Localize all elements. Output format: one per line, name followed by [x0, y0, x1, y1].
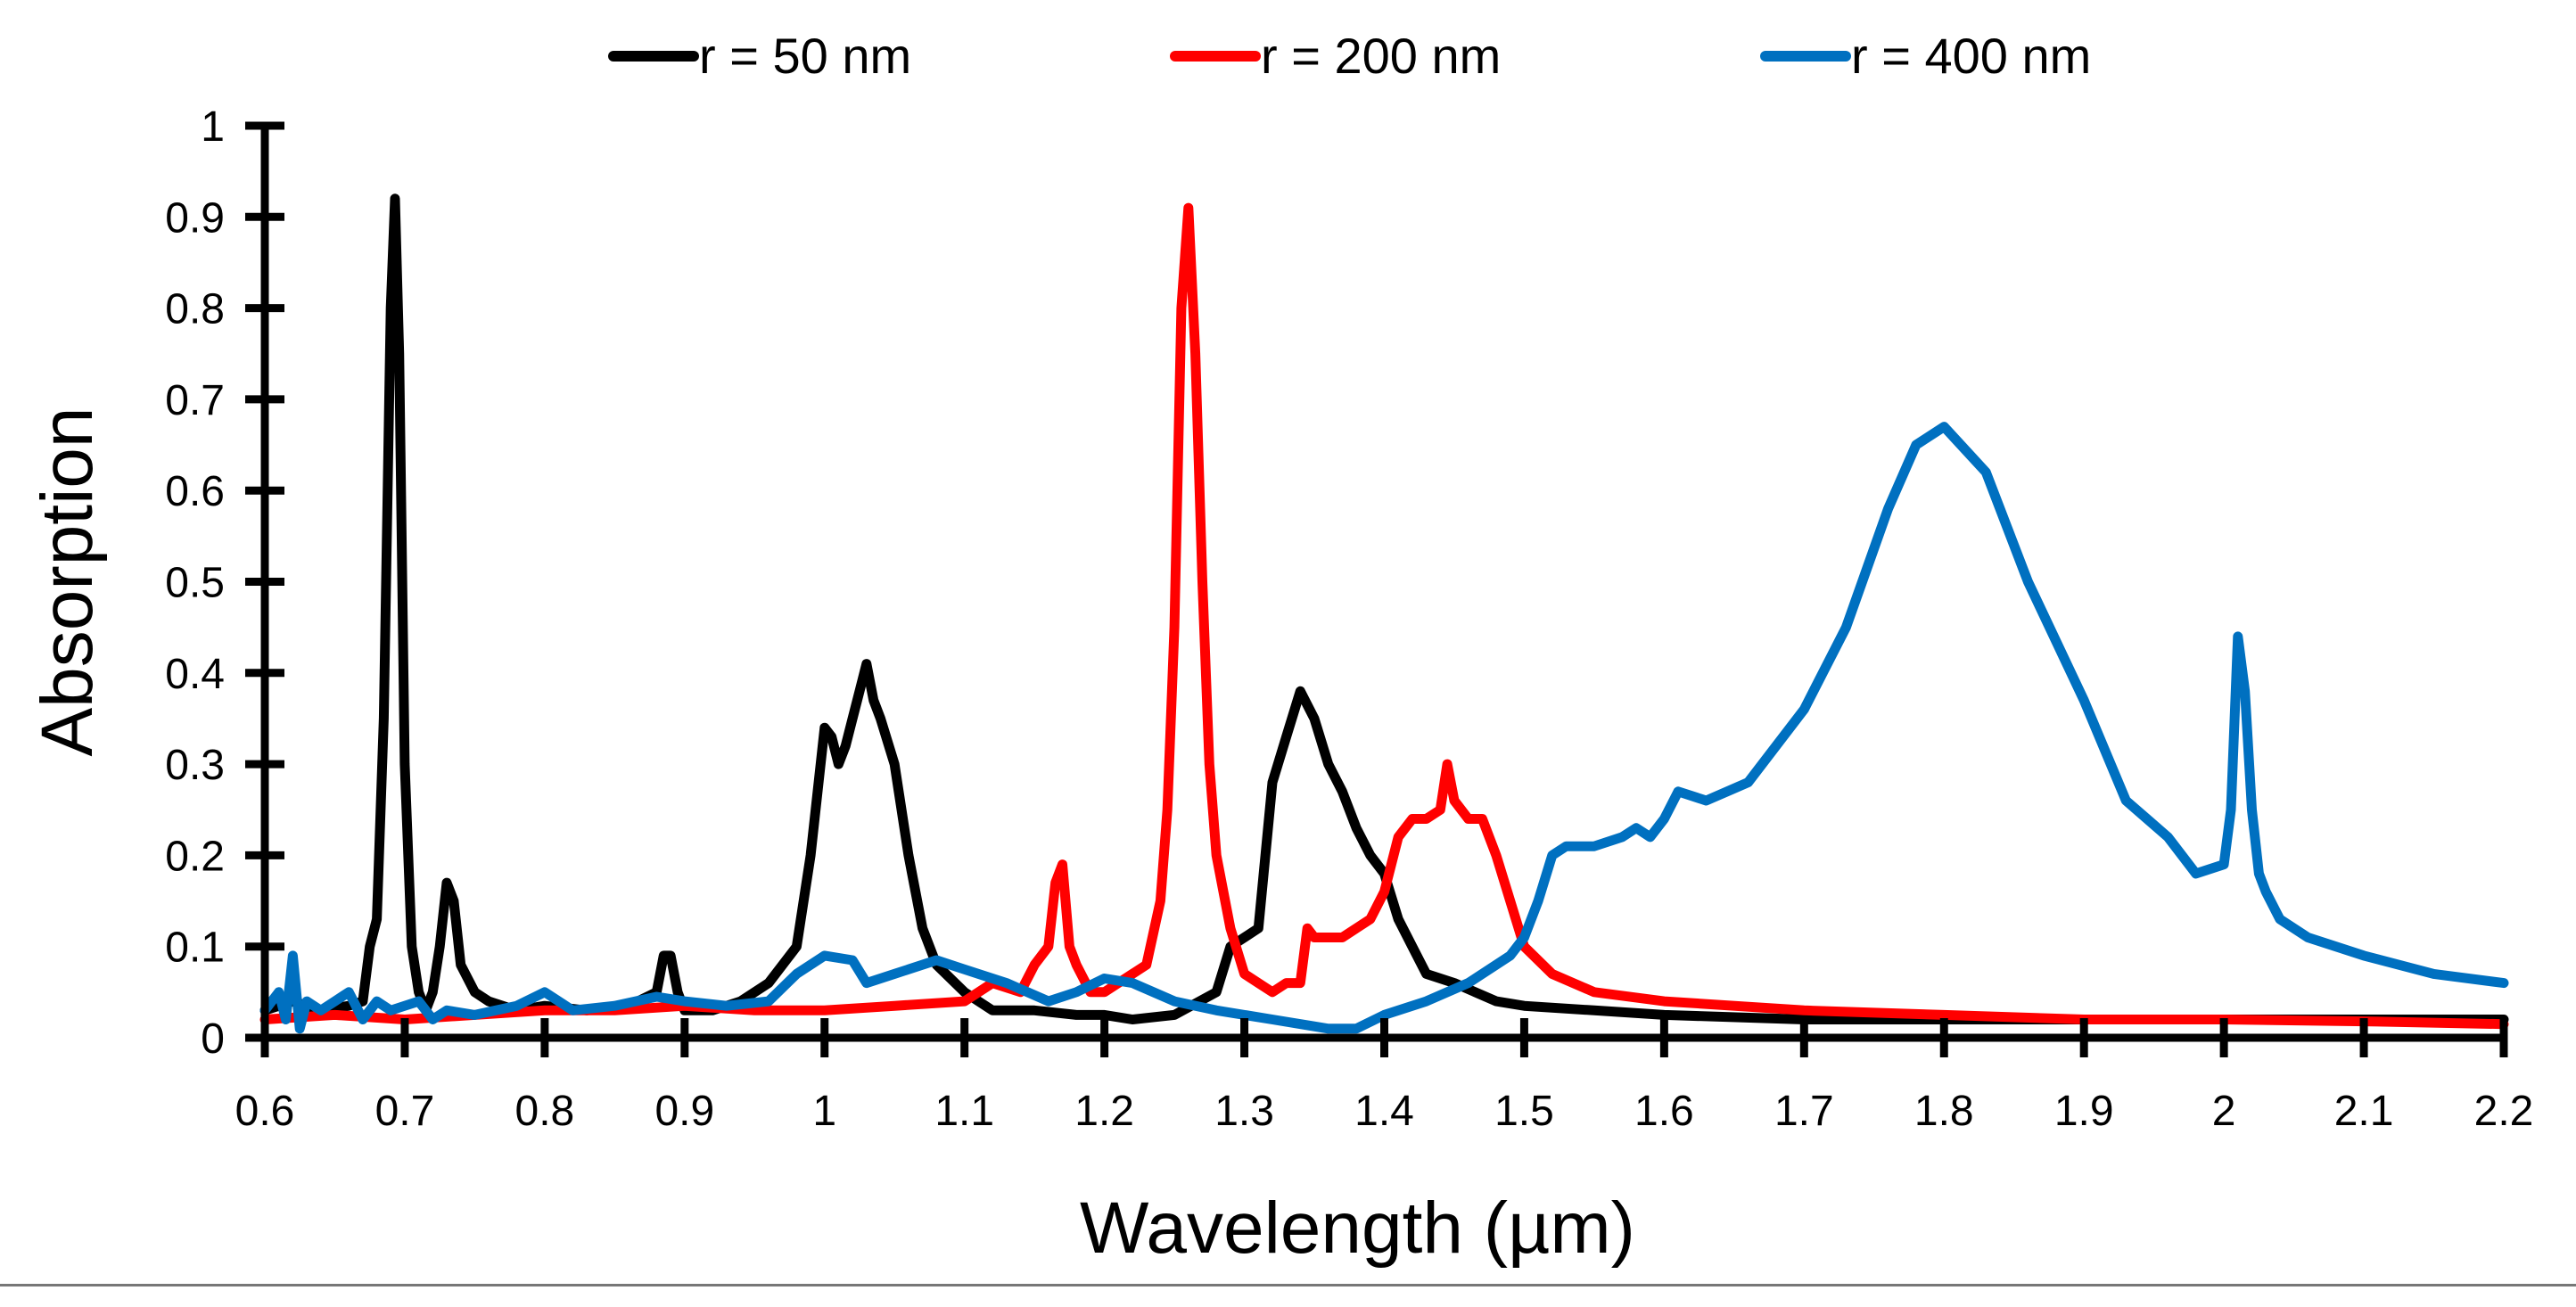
- y-axis-title: Absorption: [27, 407, 108, 756]
- x-axis-title: Wavelength (µm): [1080, 1188, 1635, 1269]
- x-ticks: 0.6 0.7 0.8 0.9 1 1.1 1.2 1.3 1.4 1.5 1.6 1.7 1.8 1.9…: [235, 1018, 2534, 1135]
- series-line-3: [259, 422, 2509, 1034]
- y-tick-label: 0.6: [165, 468, 225, 515]
- y-ticks: 0 0.1 0.2 0.3 0.4 0.5 0.6 0.7 0.8 0.9 1: [165, 103, 284, 1063]
- y-tick-label: 0.4: [165, 651, 225, 698]
- y-tick-label: 0.3: [165, 742, 225, 789]
- x-tick-label: 1.3: [1214, 1088, 1274, 1135]
- y-tick-label: 0.7: [165, 377, 225, 424]
- x-tick-label: 1.8: [1914, 1088, 1974, 1135]
- x-tick-label: 0.8: [515, 1088, 575, 1135]
- x-tick-label: 2.1: [2334, 1088, 2394, 1135]
- x-tick-label: 1.2: [1074, 1088, 1134, 1135]
- y-tick-label: 0.8: [165, 286, 225, 333]
- x-tick-label: 0.7: [375, 1088, 435, 1135]
- x-tick-label: 2.2: [2474, 1088, 2534, 1135]
- y-tick-label: 0.9: [165, 194, 225, 242]
- x-tick-label: 1.1: [934, 1088, 994, 1135]
- x-tick-label: 0.6: [235, 1088, 295, 1135]
- y-tick-label: 0: [201, 1015, 225, 1063]
- legend-label-2: r = 200 nm: [1261, 28, 1501, 84]
- x-tick-label: 1: [812, 1088, 836, 1135]
- x-tick-label: 1.9: [2054, 1088, 2114, 1135]
- series-line-2: [259, 202, 2509, 1030]
- axes: 00.10.20.30.40.50.60.70.80.91 0.6 0.7 0.8 0…: [165, 103, 2533, 1135]
- y-tick-label: 0.1: [165, 925, 225, 972]
- y-tick-label: 1: [201, 103, 225, 151]
- bottom-rule: [0, 1284, 2576, 1286]
- x-tick-label: 2: [2212, 1088, 2236, 1135]
- x-tick-label: 1.5: [1494, 1088, 1554, 1135]
- x-tick-label: 1.7: [1774, 1088, 1834, 1135]
- x-tick-label: 1.6: [1634, 1088, 1694, 1135]
- plot-lines: [259, 193, 2509, 1034]
- y-tick-label: 0.2: [165, 833, 225, 880]
- legend-label-1: r = 50 nm: [699, 28, 911, 84]
- x-tick-label: 0.9: [654, 1088, 714, 1135]
- legend-label-3: r = 400 nm: [1851, 28, 2091, 84]
- x-tick-label: 1.4: [1354, 1088, 1414, 1135]
- y-tick-label: 0.5: [165, 560, 225, 607]
- legend: r = 50 nm r = 200 nm r = 400 nm: [608, 28, 2091, 84]
